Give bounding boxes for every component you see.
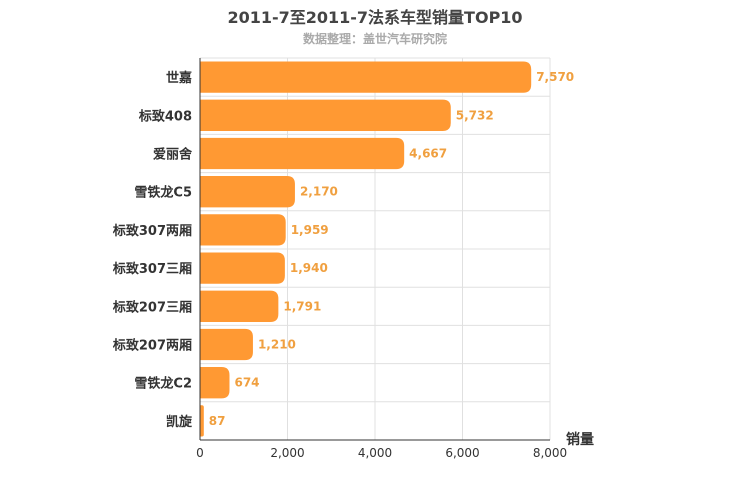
category-label: 世嘉 [166,70,192,86]
category-label: 标致408 [138,108,192,124]
bar [200,328,253,361]
category-label: 标致307两厢 [112,223,192,239]
x-axis-title: 销量 [566,431,594,448]
bar [200,99,451,131]
x-tick-label: 8,000 [533,446,567,460]
x-tick-label: 6,000 [445,446,479,460]
value-label: 5,732 [456,108,494,122]
bar [200,214,286,246]
chart-subtitle: 数据整理：盖世汽车研究院 [302,32,447,46]
value-label: 1,791 [283,299,321,313]
chart-title: 2011-7至2011-7法系车型销量TOP10 [227,8,523,27]
value-label: 1,210 [258,338,296,352]
bar [200,252,285,284]
category-label: 雪铁龙C2 [134,376,192,392]
value-label: 674 [234,376,259,390]
category-label: 标致207两厢 [112,338,192,354]
category-label: 爱丽舍 [153,147,193,163]
value-label: 7,570 [536,70,574,84]
x-tick-label: 4,000 [358,446,392,460]
category-label: 标致207三厢 [112,299,192,315]
bar [200,137,405,170]
value-label: 87 [209,414,226,428]
bar-layer [200,61,532,437]
bar [200,367,230,399]
bar [200,405,204,437]
value-label: 2,170 [300,185,338,199]
x-tick-label: 0 [196,446,204,460]
bar [200,61,532,93]
category-label: 凯旋 [166,414,193,430]
axis-layer: 0 2,000 4,000 6,000 8,000 世嘉 7,570 标致408 5,732 爱丽… [112,58,574,460]
value-label: 1,940 [290,261,328,275]
value-label: 1,959 [291,223,329,237]
x-tick-label: 2,000 [270,446,304,460]
category-label: 雪铁龙C5 [134,185,192,201]
value-label: 4,667 [409,147,447,161]
bar [200,290,279,322]
bar [200,176,295,208]
category-label: 标致307三厢 [112,261,192,277]
